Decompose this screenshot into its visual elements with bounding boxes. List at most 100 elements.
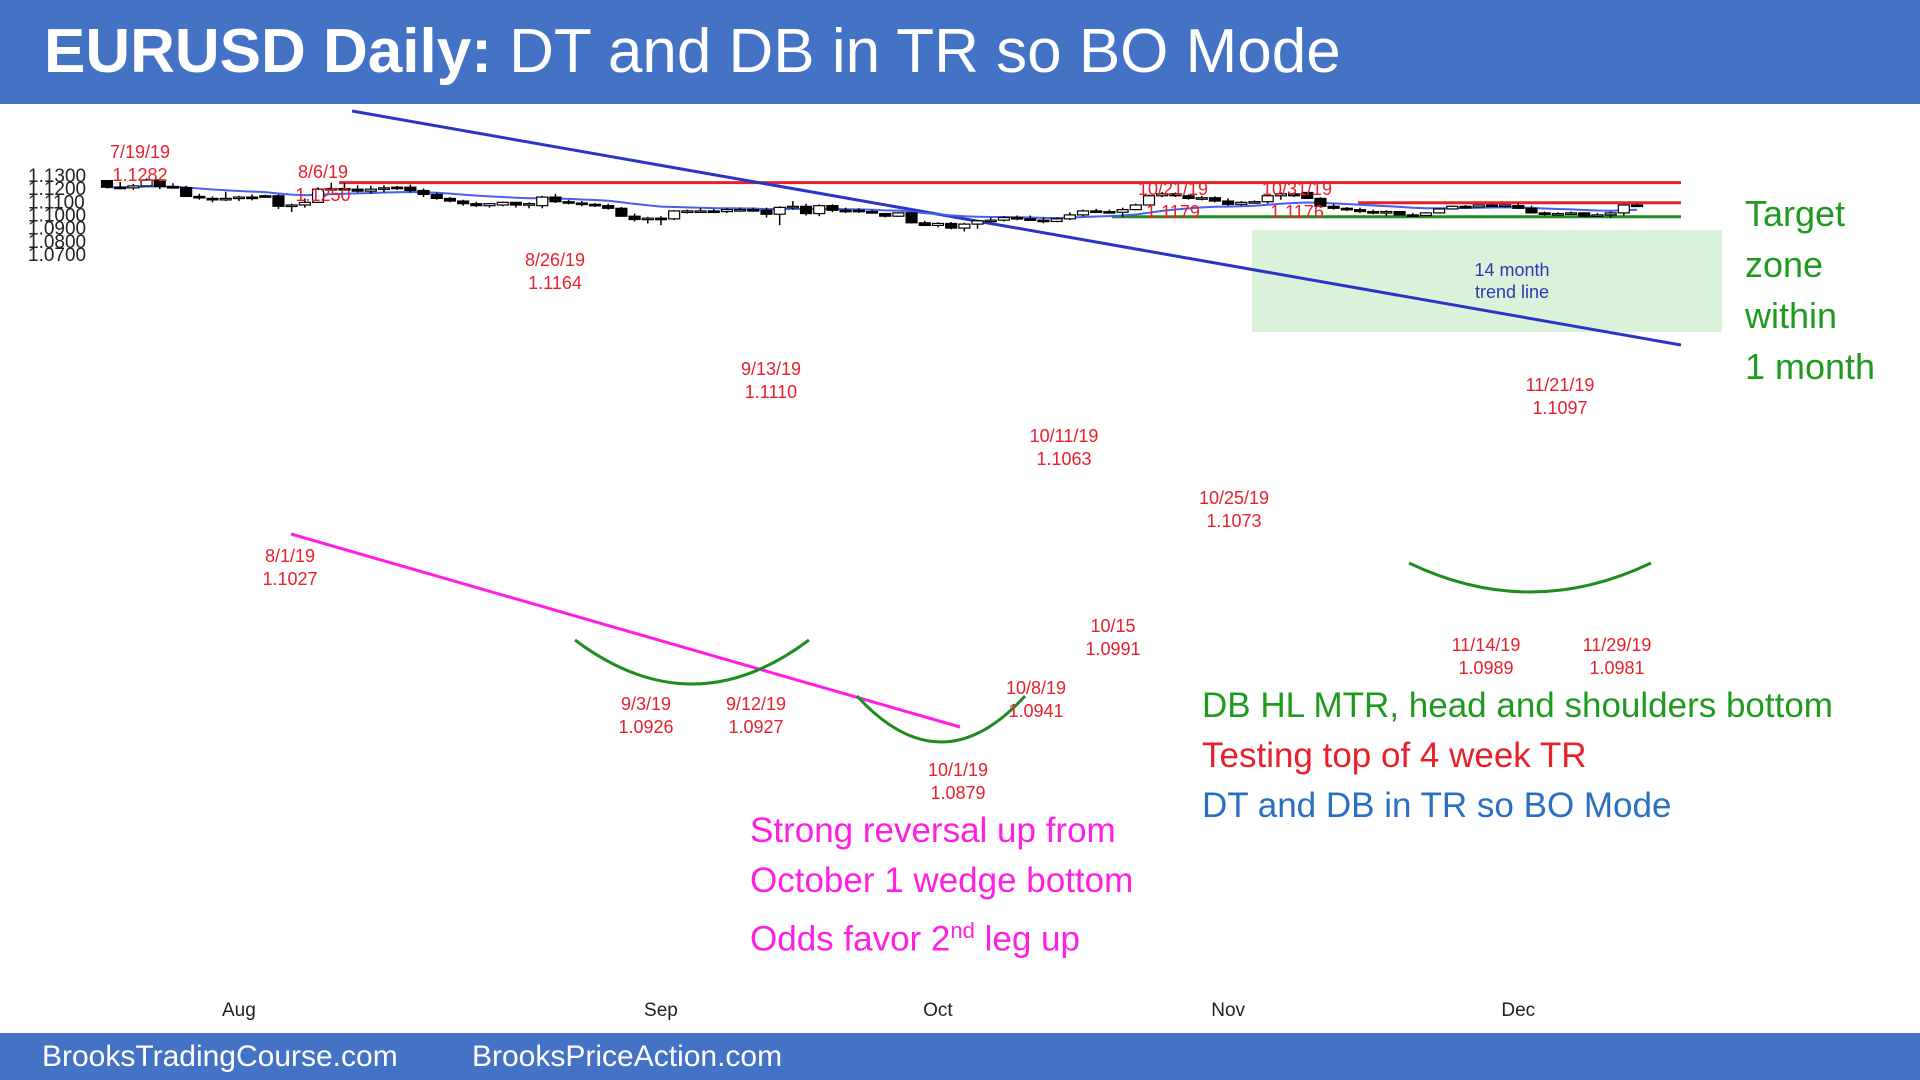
price-label-value: 1.1164 xyxy=(528,273,582,293)
note-green: DB HL MTR, head and shoulders bottom xyxy=(1202,686,1833,725)
candle-body xyxy=(140,179,153,187)
analysis-notes: DB HL MTR, head and shoulders bottom Tes… xyxy=(1202,681,1833,831)
candle-body xyxy=(694,210,707,214)
x-tick-label: Aug xyxy=(222,1000,256,1021)
page-title: EURUSD Daily: DT and DB in TR so BO Mode xyxy=(44,14,1341,90)
note-magenta-sup: nd xyxy=(950,918,975,943)
candle-body xyxy=(826,205,839,211)
candle-body xyxy=(1459,205,1472,209)
candle-body xyxy=(1433,208,1446,214)
price-label-date: 10/31/19 xyxy=(1262,179,1332,199)
candle-body xyxy=(1037,219,1050,223)
candle-body xyxy=(1050,218,1063,223)
note-magenta-1: Strong reversal up from xyxy=(750,811,1116,850)
price-label-value: 1.0927 xyxy=(728,717,783,737)
target-line-4: 1 month xyxy=(1745,346,1876,387)
candle-body xyxy=(285,204,298,208)
price-label-value: 1.0981 xyxy=(1589,658,1644,678)
candle-body xyxy=(114,186,127,190)
price-label-value: 1.1063 xyxy=(1036,449,1091,469)
trend-line-label-1: 14 month xyxy=(1474,260,1549,280)
price-label-date: 9/3/19 xyxy=(621,694,671,714)
candle-body xyxy=(1604,212,1617,216)
candle-body xyxy=(1142,195,1156,206)
y-tick-label: 1.0700 xyxy=(28,245,86,266)
x-tick-label: Oct xyxy=(923,1000,953,1021)
candle-body xyxy=(549,196,562,203)
candle-body xyxy=(1314,197,1327,207)
price-label-date: 10/1/19 xyxy=(928,760,988,780)
candle-body xyxy=(1551,212,1564,216)
arc-nov-bottom xyxy=(1408,561,1652,594)
candle-body xyxy=(496,201,509,206)
candle-body xyxy=(1630,204,1644,208)
candle-body xyxy=(338,187,351,191)
price-label-value: 1.1073 xyxy=(1206,511,1261,531)
candle-body xyxy=(852,209,865,213)
price-label-value: 1.1176 xyxy=(1270,202,1324,222)
price-labels-layer: 7/19/19 1.1282 8/6/19 1.1250 8/26/19 1.1164 9/… xyxy=(110,142,1651,803)
note-magenta-3a: Odds favor 2 xyxy=(750,919,951,959)
candle-body xyxy=(681,210,694,214)
price-label-value: 1.1027 xyxy=(262,569,317,589)
candles-layer xyxy=(100,178,1644,232)
candle-body xyxy=(1446,205,1459,210)
candle-body xyxy=(931,222,945,227)
price-label-value: 1.0926 xyxy=(618,717,673,737)
arc-sep-bottom xyxy=(574,638,810,686)
candle-body xyxy=(786,205,799,209)
candle-body xyxy=(984,219,997,223)
candle-body xyxy=(602,205,615,209)
candle-body xyxy=(232,196,245,200)
price-label-date: 10/21/19 xyxy=(1138,179,1208,199)
candle-body xyxy=(325,187,338,191)
price-label-value: 1.1179 xyxy=(1146,202,1200,222)
candle-body xyxy=(997,216,1010,221)
candle-body xyxy=(1024,218,1037,221)
candle-body xyxy=(1353,209,1367,213)
candle-body xyxy=(391,186,404,190)
candle-body xyxy=(628,215,641,221)
candle-body xyxy=(219,197,232,201)
candle-body xyxy=(1063,214,1076,220)
candle-body xyxy=(813,205,826,215)
note-magenta-3b: leg up xyxy=(974,919,1080,959)
wedge-line xyxy=(290,532,961,729)
price-label-value: 1.0941 xyxy=(1008,701,1063,721)
candle-body xyxy=(1010,216,1024,220)
candle-body xyxy=(457,200,470,205)
candle-body xyxy=(483,203,496,207)
reversal-notes: Strong reversal up from October 1 wedge … xyxy=(750,806,1133,965)
candle-body xyxy=(1525,207,1538,214)
candle-body xyxy=(1499,204,1512,208)
candle-body xyxy=(945,222,958,229)
candle-body xyxy=(1208,197,1222,202)
candle-body xyxy=(839,209,852,213)
candle-body xyxy=(1195,197,1208,200)
candle-body xyxy=(1169,193,1182,197)
candle-body xyxy=(298,201,311,206)
candle-body xyxy=(1261,195,1274,203)
candle-body xyxy=(668,210,681,220)
candle-body xyxy=(1564,212,1578,216)
candle-body xyxy=(641,217,654,221)
price-label-date: 8/1/19 xyxy=(265,546,315,566)
candle-body xyxy=(443,197,457,202)
candle-body xyxy=(1472,204,1485,208)
candle-body xyxy=(1538,212,1551,216)
candle-body xyxy=(958,223,971,229)
candle-body xyxy=(509,201,522,206)
candle-body xyxy=(865,210,879,214)
candle-body xyxy=(1578,212,1591,217)
note-magenta-2: October 1 wedge bottom xyxy=(750,861,1134,900)
candle-body xyxy=(245,196,259,200)
candle-body xyxy=(971,220,984,225)
candle-body xyxy=(127,185,140,189)
x-tick-label: Dec xyxy=(1501,1000,1535,1021)
price-label-date: 10/11/19 xyxy=(1030,426,1099,446)
candle-body xyxy=(272,195,285,207)
candle-body xyxy=(1340,207,1353,211)
target-line-1: Target xyxy=(1745,193,1846,234)
price-label-value: 1.0879 xyxy=(930,783,985,803)
candle-body xyxy=(193,195,206,199)
